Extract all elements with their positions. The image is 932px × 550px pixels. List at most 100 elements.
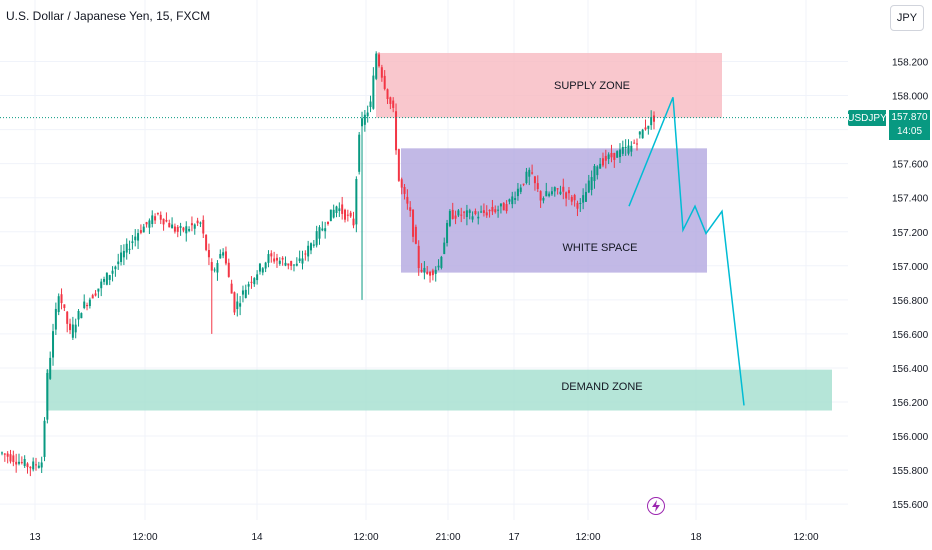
candle-body — [273, 258, 276, 262]
supply-zone[interactable] — [376, 52, 722, 118]
candle-body — [66, 311, 69, 324]
currency-button[interactable]: JPY — [890, 5, 924, 31]
candle-body — [247, 284, 250, 287]
candle-body — [417, 245, 420, 269]
candle-body — [256, 274, 259, 281]
candle-body — [103, 278, 106, 282]
candle-body — [550, 191, 553, 195]
candle-body — [610, 152, 613, 158]
candle-body — [474, 211, 477, 215]
candle-body — [400, 179, 403, 188]
candle-body — [159, 214, 162, 220]
bar-countdown: 14:05 — [896, 126, 923, 137]
candle-body — [60, 294, 63, 304]
candle-body — [528, 169, 531, 177]
time-tick-label: 14 — [251, 532, 263, 543]
candle-body — [352, 218, 355, 226]
candle-body — [426, 271, 429, 274]
lightning-icon[interactable] — [647, 497, 665, 515]
candle-body — [570, 196, 573, 202]
candle-body — [253, 278, 256, 285]
candle-body — [593, 166, 596, 182]
supply-zone-label: SUPPLY ZONE — [554, 80, 630, 92]
white-space-zone[interactable] — [401, 148, 707, 273]
candle-body — [468, 210, 471, 213]
candle-body — [335, 206, 338, 213]
candle-body — [23, 459, 26, 466]
candle-body — [207, 250, 210, 258]
candle-body — [406, 196, 409, 204]
candle-body — [148, 220, 151, 228]
candle-body — [91, 295, 94, 299]
time-tick-label: 21:00 — [435, 532, 460, 543]
candle-body — [114, 266, 117, 270]
candle-body — [601, 158, 604, 166]
candle-body — [267, 254, 270, 263]
candle-body — [54, 308, 57, 330]
candle-body — [369, 101, 372, 108]
candle-body — [165, 220, 168, 222]
candle-body — [329, 209, 332, 222]
candle-body — [312, 244, 315, 246]
candle-body — [193, 224, 196, 229]
time-axis[interactable]: 13 12:00 14 12:00 21:00 17 12:00 18 12:00 — [29, 532, 819, 543]
candle-body — [154, 216, 157, 221]
candle-body — [338, 208, 341, 212]
candle-body — [318, 227, 321, 239]
candle-body — [545, 191, 548, 197]
candle-body — [485, 212, 488, 216]
candle-body — [627, 145, 630, 154]
projection-line[interactable] — [628, 96, 745, 406]
candle-body — [88, 299, 91, 307]
candle-body — [125, 243, 128, 253]
candle-body — [281, 257, 284, 260]
candle-body — [596, 166, 599, 176]
candle-body — [210, 262, 213, 271]
candle-body — [599, 163, 602, 169]
candle-body — [647, 125, 650, 129]
candle-body — [618, 149, 621, 158]
candle-body — [258, 263, 261, 272]
candle-body — [284, 262, 287, 266]
candle-body — [128, 248, 131, 250]
candle-body — [219, 253, 222, 259]
candle-body — [69, 323, 72, 331]
candle-body — [1, 452, 3, 454]
price-tick-label: 157.000 — [892, 262, 929, 273]
candle-body — [372, 75, 375, 109]
candle-body — [199, 222, 202, 224]
candle-body — [420, 269, 423, 272]
candle-body — [46, 373, 49, 420]
last-price-value: 157.870 — [891, 112, 928, 123]
candle-body — [188, 228, 191, 231]
candle-body — [392, 100, 395, 108]
candle-body — [40, 462, 43, 468]
candle-body — [171, 224, 174, 229]
candle-body — [35, 464, 38, 466]
candle-body — [383, 75, 386, 89]
demand-zone[interactable] — [46, 369, 832, 411]
candle-body — [236, 301, 239, 310]
time-tick-label: 13 — [29, 532, 41, 543]
candle-body — [185, 226, 188, 234]
candle-body — [290, 260, 293, 266]
candle-body — [182, 227, 185, 231]
candle-body — [9, 454, 12, 462]
candle-body — [508, 199, 511, 202]
candle-body — [443, 242, 446, 255]
candle-body — [196, 220, 199, 224]
candle-body — [429, 271, 432, 276]
candle-body — [301, 258, 304, 264]
time-tick-label: 18 — [690, 532, 702, 543]
candle-body — [497, 209, 500, 211]
candle-body — [565, 192, 568, 199]
candle-body — [227, 262, 230, 277]
candle-body — [582, 195, 585, 203]
price-tick-label: 157.200 — [892, 228, 929, 239]
candle-body — [111, 270, 114, 274]
candle-body — [414, 226, 417, 244]
candle-body — [233, 292, 236, 313]
candle-body — [142, 226, 145, 233]
candle-body — [434, 269, 437, 274]
